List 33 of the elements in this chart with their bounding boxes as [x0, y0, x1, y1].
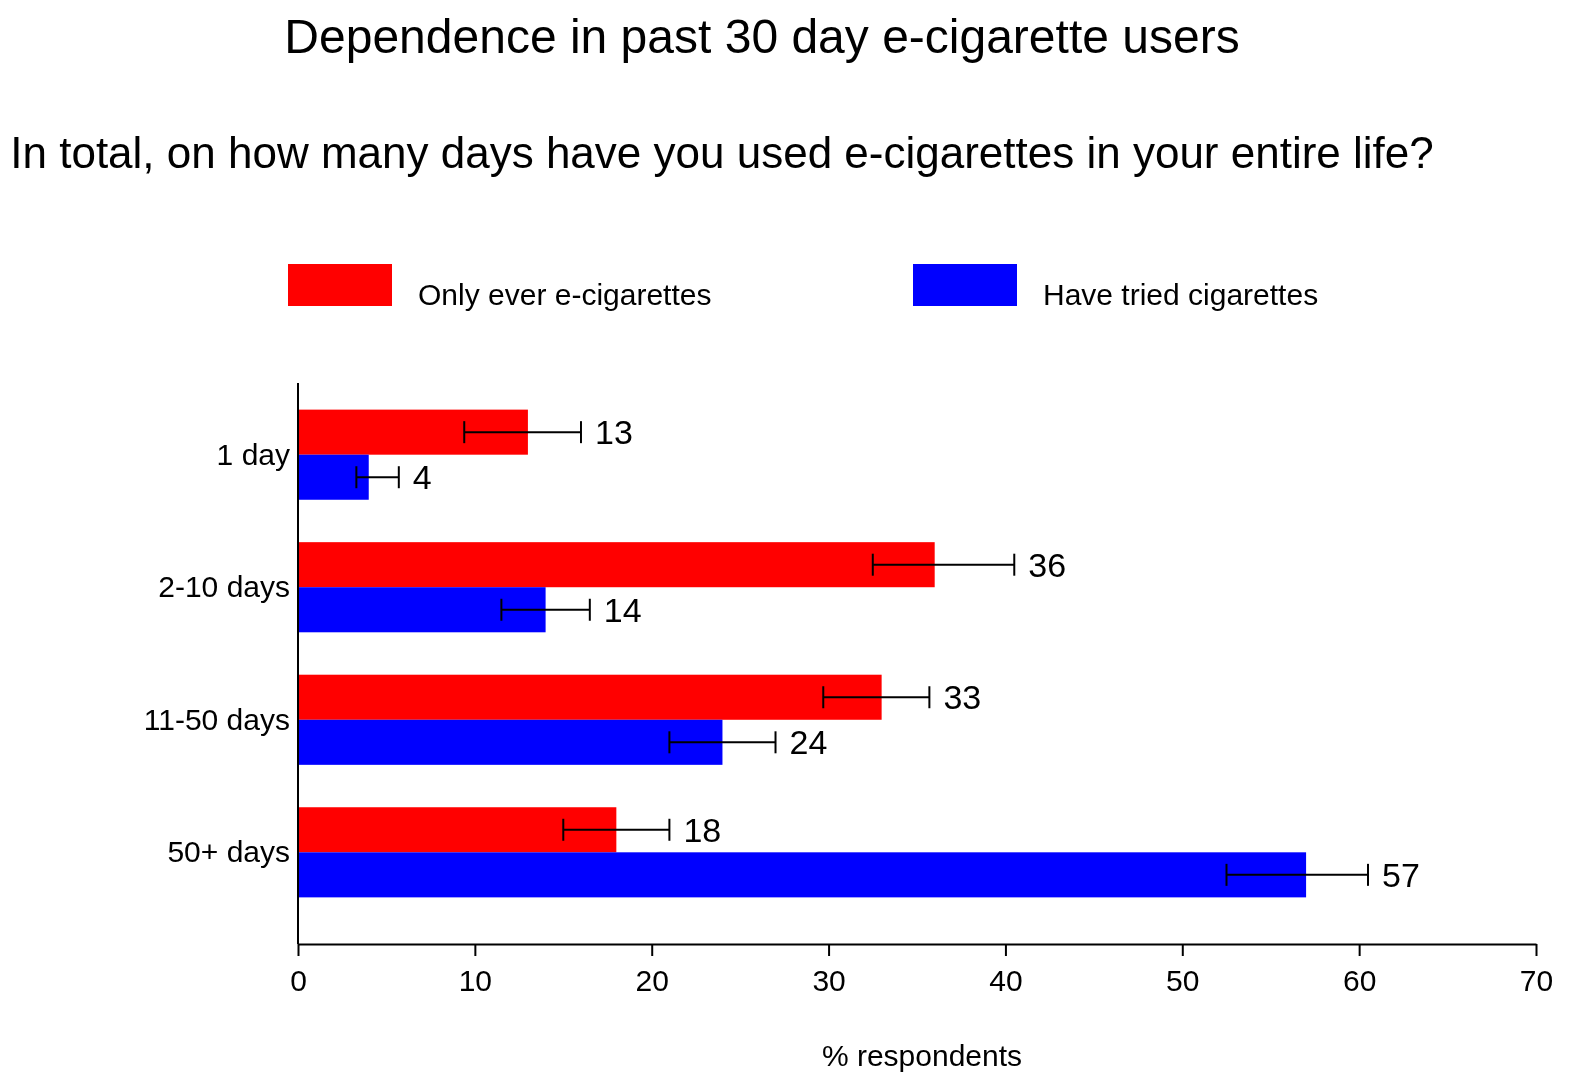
bar [298, 454, 369, 500]
bar [298, 719, 723, 765]
data-label: 24 [789, 723, 828, 762]
chart-title: Dependence in past 30 day e-cigarette users [284, 10, 1240, 63]
chart-subtitle: In total, on how many days have you used e-cigarettes in your entire life? [10, 128, 1434, 177]
bar [298, 807, 617, 853]
data-label: 18 [683, 810, 722, 849]
data-label: 33 [943, 678, 982, 717]
bar [298, 674, 882, 720]
data-label: 4 [412, 458, 432, 497]
x-tick-label: 40 [989, 964, 1023, 998]
bar [298, 409, 528, 455]
bar [298, 587, 546, 633]
x-tick-label: 0 [290, 964, 307, 998]
bar [298, 542, 935, 588]
y-tick-label: 1 day [216, 437, 290, 471]
y-tick-label: 11-50 days [143, 702, 290, 736]
x-tick-label: 60 [1342, 964, 1377, 998]
legend-label: Have tried cigarettes [1043, 278, 1319, 311]
x-axis-title: % respondents [821, 1039, 1023, 1072]
y-tick-label: 2-10 days [158, 570, 290, 604]
x-tick-label: 30 [812, 964, 846, 998]
data-label: 13 [594, 413, 633, 452]
x-tick-label: 10 [458, 964, 493, 998]
data-label: 57 [1381, 855, 1420, 894]
bar [298, 852, 1307, 898]
data-label: 36 [1028, 545, 1067, 584]
x-tick-label: 70 [1519, 964, 1554, 998]
legend-label: Only ever e-cigarettes [418, 278, 712, 311]
x-tick-label: 20 [635, 964, 669, 998]
data-label: 14 [603, 590, 642, 629]
y-tick-label: 50+ days [167, 835, 290, 869]
x-tick-label: 50 [1166, 964, 1200, 998]
